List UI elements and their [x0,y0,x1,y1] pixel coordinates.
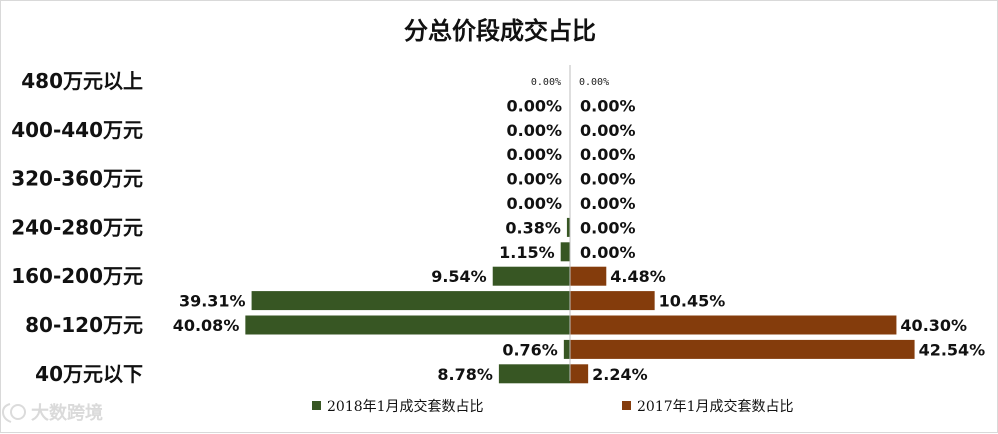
value-label-2017-6: 0.00% [580,218,636,237]
value-label-2017-8: 4.48% [610,267,666,286]
value-label-2018-7: 1.15% [499,243,555,262]
category-labels: 480万元以上 400-440万元 320-360万元 240-280万元 160-20… [11,69,143,386]
bar-2018-6 [566,217,570,237]
value-label-2017-12: 2.24% [592,365,648,384]
value-label-2017-9: 10.45% [659,292,726,311]
value-label-2017-3: 0.00% [580,145,636,164]
bar-2018-9 [251,291,571,311]
category-label-2: 400-440万元 [11,118,143,142]
value-label-2018-11: 0.76% [502,340,558,359]
legend-2018-swatch [312,401,321,410]
bar-2018-12 [498,364,570,384]
category-label-10: 80-120万元 [25,313,143,337]
value-label-2018-6: 0.38% [505,218,561,237]
value-label-2017-5: 0.00% [580,194,636,213]
bar-2017-8 [570,266,607,286]
value-label-2018-2: 0.00% [506,121,562,140]
value-label-2017-11: 42.54% [919,340,986,359]
watermark-text: 大数跨境 [31,402,103,424]
series-2017-bars [570,266,915,384]
value-label-2018-3: 0.00% [506,145,562,164]
watermark: 大数跨境 [1,402,103,424]
value-label-2017-7: 0.00% [580,243,636,262]
value-label-2017-0: 0.00% [579,77,609,88]
category-label-12: 40万元以下 [35,362,143,386]
category-label-4: 320-360万元 [11,167,143,191]
value-label-2017-4: 0.00% [580,170,636,189]
value-label-2018-0: 0.00% [531,77,561,88]
value-label-2018-9: 39.31% [179,292,246,311]
category-label-0: 480万元以上 [21,69,143,93]
value-label-2018-5: 0.00% [506,194,562,213]
bar-2017-11 [570,339,915,359]
value-labels: 0.00% 0.00% 0.00% 0.00% 0.00% 0.00% 0.00% 0.00%… [173,77,986,384]
bar-2017-9 [570,291,655,311]
bar-2018-8 [492,266,570,286]
category-label-8: 160-200万元 [11,264,143,288]
legend-2017-swatch [622,401,631,410]
series-2018-bars [245,217,571,384]
legend: 2018年1月成交套数占比 2017年1月成交套数占比 [312,398,794,415]
watermark-icon [10,404,26,420]
legend-2017-label: 2017年1月成交套数占比 [637,398,794,415]
value-label-2017-1: 0.00% [580,96,636,115]
value-label-2017-2: 0.00% [580,121,636,140]
bar-2017-10 [570,315,897,335]
value-label-2018-8: 9.54% [431,267,487,286]
value-label-2017-10: 40.30% [900,316,967,335]
legend-2018-label: 2018年1月成交套数占比 [327,398,484,415]
value-label-2018-1: 0.00% [506,96,562,115]
watermark-icon-tail [1,403,12,423]
bar-2018-11 [563,339,570,359]
value-label-2018-10: 40.08% [173,316,240,335]
value-label-2018-4: 0.00% [506,170,562,189]
bar-2018-10 [245,315,571,335]
chart-title: 分总价段成交占比 [404,17,596,45]
value-label-2018-12: 8.78% [437,365,493,384]
category-label-6: 240-280万元 [11,215,143,239]
bar-2017-12 [570,364,589,384]
bar-2018-7 [560,242,570,262]
